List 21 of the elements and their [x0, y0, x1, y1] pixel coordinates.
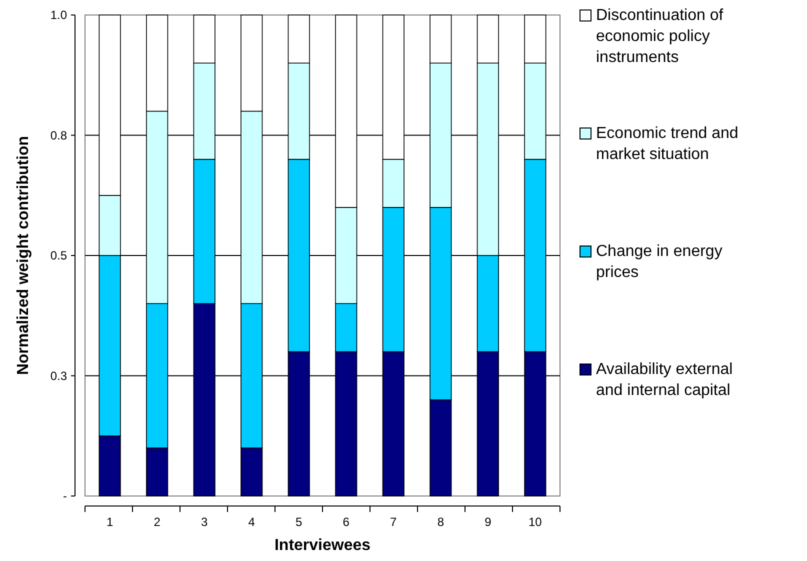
x-axis-title: Interviewees — [274, 537, 371, 554]
x-tick-label: 7 — [390, 515, 398, 529]
legend-label: Discontinuation of economic policy instruments — [596, 7, 724, 66]
legend-label: Economic trend and market situation — [596, 125, 738, 163]
y-tick-label: 0.8 — [50, 128, 68, 142]
legend-label: Availability external and internal capital — [596, 361, 733, 399]
x-tick-label: 10 — [528, 515, 542, 529]
legend-label: Change in energy prices — [596, 243, 722, 281]
x-tick-label: 3 — [200, 515, 208, 529]
y-tick-label: 0.3 — [50, 368, 68, 383]
x-tick-label: 5 — [296, 515, 303, 529]
x-tick-label: 4 — [248, 515, 256, 529]
y-tick-label: - — [63, 489, 67, 504]
y-axis-title: Normalized weight contribution — [15, 136, 32, 376]
x-tick-label: 2 — [154, 515, 161, 529]
y-tick-label: 0.5 — [50, 248, 68, 263]
y-tick-label: 1.0 — [50, 8, 68, 22]
x-tick-label: 8 — [437, 515, 444, 529]
x-tick-label: 9 — [484, 515, 492, 529]
x-tick-label: 1 — [106, 515, 114, 529]
x-tick-label: 6 — [342, 515, 350, 529]
